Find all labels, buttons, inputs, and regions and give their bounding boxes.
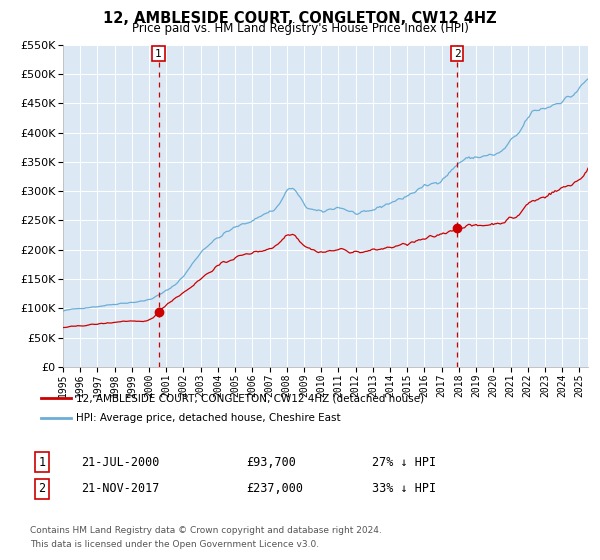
Text: 2: 2 (454, 49, 460, 59)
Text: Contains HM Land Registry data © Crown copyright and database right 2024.: Contains HM Land Registry data © Crown c… (30, 526, 382, 535)
Text: 12, AMBLESIDE COURT, CONGLETON, CW12 4HZ: 12, AMBLESIDE COURT, CONGLETON, CW12 4HZ (103, 11, 497, 26)
Text: 27% ↓ HPI: 27% ↓ HPI (372, 455, 436, 469)
Text: 33% ↓ HPI: 33% ↓ HPI (372, 482, 436, 496)
Text: 1: 1 (155, 49, 162, 59)
Text: This data is licensed under the Open Government Licence v3.0.: This data is licensed under the Open Gov… (30, 540, 319, 549)
Text: HPI: Average price, detached house, Cheshire East: HPI: Average price, detached house, Ches… (76, 413, 341, 423)
Text: 21-JUL-2000: 21-JUL-2000 (81, 455, 160, 469)
Text: 2: 2 (38, 482, 46, 496)
Text: 21-NOV-2017: 21-NOV-2017 (81, 482, 160, 496)
Text: £93,700: £93,700 (246, 455, 296, 469)
Text: 1: 1 (38, 455, 46, 469)
Text: £237,000: £237,000 (246, 482, 303, 496)
Text: 12, AMBLESIDE COURT, CONGLETON, CW12 4HZ (detached house): 12, AMBLESIDE COURT, CONGLETON, CW12 4HZ… (76, 393, 424, 403)
Text: Price paid vs. HM Land Registry's House Price Index (HPI): Price paid vs. HM Land Registry's House … (131, 22, 469, 35)
